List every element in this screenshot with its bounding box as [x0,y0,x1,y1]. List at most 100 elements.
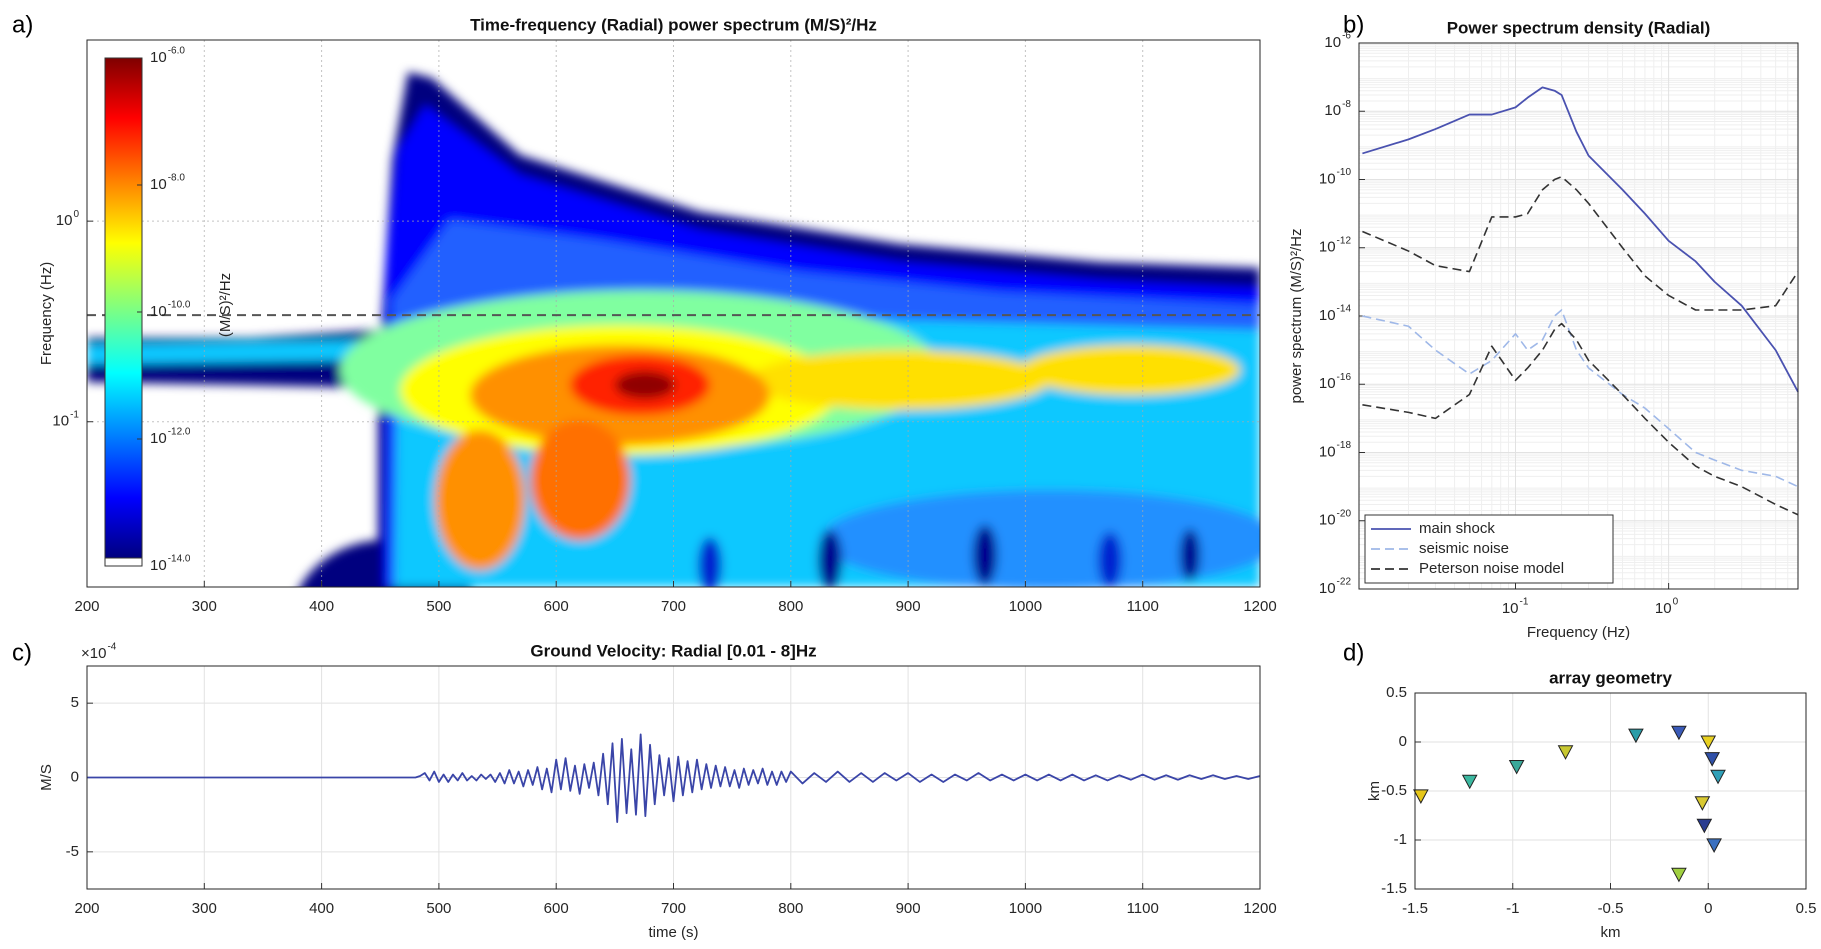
x-tick-label: 500 [426,598,451,615]
colorbar-tick-label: 10 [150,430,167,447]
station-marker [1671,867,1687,883]
colorbar-tick-label: 10 [150,557,167,574]
colorbar-tick-label: 10 [150,176,167,193]
x-tick-label: 1000 [1009,598,1042,615]
station-marker [1706,838,1722,853]
legend-label: seismic noise [1419,540,1509,557]
y-tick-label-exponent: -10 [1337,167,1352,178]
y-axis-label: km [1366,781,1383,801]
station-marker [1508,760,1525,775]
station-marker [1704,752,1720,767]
x-tick-label: 300 [192,900,217,917]
y-multiplier: ×10 [81,645,106,662]
y-tick-label-exponent: -12 [1337,235,1352,246]
station-marker [1696,818,1713,834]
x-tick-label: 0.5 [1796,900,1817,917]
axes-frame [1358,42,1799,590]
y-tick-label: 10 [1319,375,1336,392]
y-tick-label: -0.5 [1381,782,1407,799]
y-multiplier-exponent: -4 [107,642,116,653]
station-marker [1413,789,1429,804]
panel-label: d) [1343,639,1364,666]
colorbar-tick-label-exponent: -10.0 [168,300,191,311]
x-tick-label: 10 [1655,600,1672,617]
y-tick-label: -1 [1394,831,1407,848]
y-tick-label: 0.5 [1386,684,1407,701]
y-tick-label: 10 [1324,34,1341,51]
station-marker [1628,728,1644,744]
y-tick-label: -1.5 [1381,880,1407,897]
y-tick-label: 10 [52,413,69,430]
x-tick-label: 300 [192,598,217,615]
colorbar-tick-label-exponent: -14.0 [168,554,191,565]
y-tick-label-exponent: -1 [70,409,79,420]
colorbar-tick-label-exponent: -12.0 [168,427,191,438]
station-marker [1461,774,1478,790]
y-tick-label-exponent: -20 [1337,508,1352,519]
panel-label: c) [12,639,32,666]
y-tick-label-exponent: 0 [73,209,79,220]
series-line [1362,309,1799,488]
station-marker [1710,769,1726,785]
x-tick-label: -1.5 [1402,900,1428,917]
colorbar-label: (M/S)²/Hz [217,273,234,337]
chart-title: Power spectrum density (Radial) [1447,18,1711,37]
colorbar-end [104,557,143,567]
spectrogram [87,72,1260,587]
x-tick-label-exponent: 0 [1673,597,1679,608]
colorbar-tick-label-exponent: -8.0 [168,173,186,184]
y-tick-label-exponent: -14 [1337,304,1352,315]
station-marker [1671,725,1687,741]
x-tick-label: 900 [896,598,921,615]
chart-title: array geometry [1549,668,1672,687]
station-marker [1557,745,1574,760]
y-tick-label: -5 [66,843,79,860]
y-tick-label-exponent: -8 [1342,99,1351,110]
x-tick-label: -1 [1506,900,1519,917]
y-tick-label-exponent: -6 [1342,31,1351,42]
x-tick-label: 700 [661,598,686,615]
y-tick-label: 10 [1319,443,1336,460]
x-tick-label: 0 [1704,900,1712,917]
x-tick-label-exponent: -1 [1520,597,1529,608]
y-tick-label-exponent: -16 [1337,372,1352,383]
x-axis-label: time (s) [649,924,699,941]
x-tick-label: 200 [74,900,99,917]
y-tick-label: 10 [1319,239,1336,256]
chart-title: Ground Velocity: Radial [0.01 - 8]Hz [530,641,816,660]
y-axis-label: M/S [38,764,55,791]
x-tick-label: 500 [426,900,451,917]
axes-frame [86,665,1261,890]
x-tick-label: 600 [544,900,569,917]
x-tick-label: 1100 [1127,900,1159,917]
y-tick-label-exponent: -18 [1337,440,1352,451]
colorbar-tick-label: 10 [150,303,167,320]
x-axis-label: km [1601,924,1621,941]
y-tick-label: 10 [56,212,73,229]
y-tick-label: 0 [1399,733,1407,750]
series-line [1362,86,1799,393]
colorbar-tick-label-exponent: -6.0 [168,46,186,57]
y-tick-label-exponent: -22 [1337,577,1352,588]
axes-frame [86,39,1261,588]
y-tick-label: 10 [1319,580,1336,597]
x-tick-label: -0.5 [1598,900,1624,917]
y-tick-label: 10 [1324,102,1341,119]
station-marker [1700,735,1717,751]
panel-label: b) [1343,11,1364,38]
x-tick-label: 1000 [1009,900,1042,917]
station-marker [1694,796,1711,811]
panel-label: a) [12,11,33,38]
x-tick-label: 600 [544,598,569,615]
y-tick-label: 5 [71,694,79,711]
x-tick-label: 700 [661,900,686,917]
x-axis-label: Frequency (Hz) [1527,624,1630,641]
series-line [1362,322,1799,516]
y-axis-label: power spectrum (M/S)²/Hz [1288,228,1305,403]
colorbar-tick-label: 10 [150,49,167,66]
x-tick-label: 800 [778,598,803,615]
x-tick-label: 900 [896,900,921,917]
x-tick-label: 400 [309,900,334,917]
